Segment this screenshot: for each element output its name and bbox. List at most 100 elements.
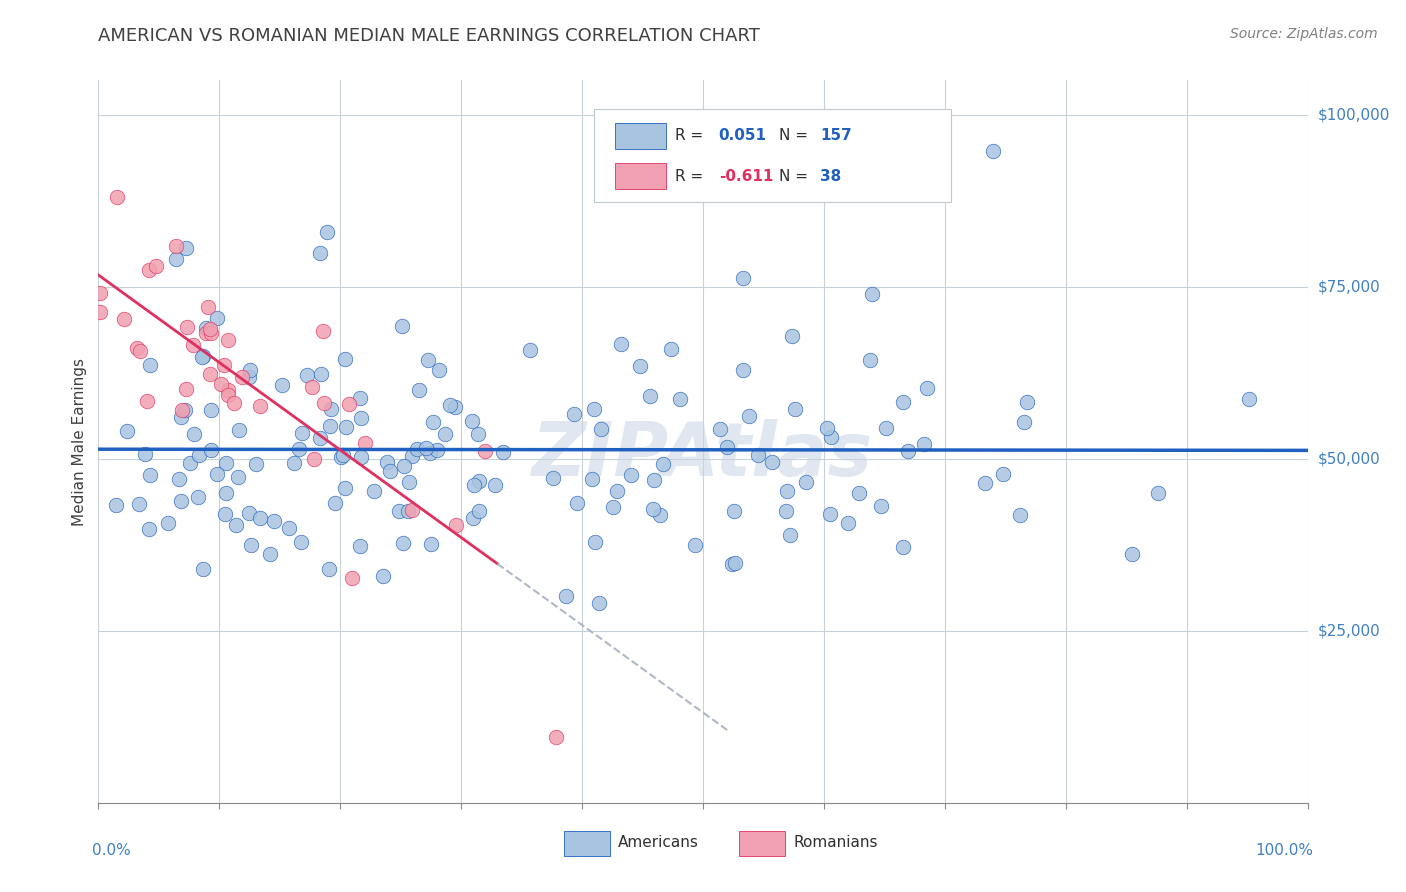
Text: N =: N = [779,169,813,184]
Point [541,471,564,485]
Point [738,409,761,423]
Point [214,358,236,372]
Point [200,326,222,340]
Point [780,329,803,343]
Point [583,535,606,549]
Point [468,504,491,518]
Point [139,468,162,483]
Point [249,510,271,524]
Point [145,260,167,274]
Point [468,474,491,488]
Point [353,436,375,450]
Point [270,377,292,392]
Point [891,541,914,555]
Point [309,431,332,445]
Point [815,421,838,435]
Point [974,475,997,490]
Point [401,502,423,516]
Point [643,473,665,487]
FancyBboxPatch shape [614,163,665,189]
Point [332,448,354,462]
Point [333,352,356,367]
Point [238,506,260,520]
Point [115,424,138,438]
Point [191,349,214,363]
Y-axis label: Median Male Earnings: Median Male Earnings [72,358,87,525]
Point [138,358,160,372]
Point [179,456,201,470]
Point [406,442,429,456]
Text: 157: 157 [820,128,852,144]
Point [484,477,506,491]
Point [1008,508,1031,522]
Point [912,436,935,450]
Point [170,403,193,417]
Point [463,511,485,525]
Point [1121,547,1143,561]
Point [860,286,883,301]
Point [195,326,218,340]
Point [330,450,353,464]
Point [290,534,312,549]
Point [373,568,395,582]
Point [628,359,651,373]
Point [467,427,489,442]
Point [323,496,346,510]
Point [401,449,423,463]
Point [794,475,817,490]
Point [783,401,806,416]
Point [295,368,318,382]
Point [89,305,111,319]
Point [174,382,197,396]
Point [640,389,662,403]
Point [779,527,801,541]
Point [217,333,239,347]
Point [205,467,228,482]
Point [217,383,239,397]
Point [176,319,198,334]
Point [492,444,515,458]
Point [474,444,496,458]
Point [641,501,664,516]
Point [869,499,891,513]
Text: Romanians: Romanians [793,835,879,850]
Text: R =: R = [675,169,709,184]
Point [89,285,111,300]
Point [263,514,285,528]
Point [398,475,420,489]
Point [191,562,214,576]
Point [217,388,239,402]
Point [214,507,236,521]
Point [444,400,467,414]
Point [312,395,335,409]
Text: ZIPAtlas: ZIPAtlas [533,419,873,492]
Point [174,242,197,256]
Text: 38: 38 [820,169,842,184]
Point [128,344,150,359]
Point [105,190,128,204]
Point [848,486,870,500]
Point [581,472,603,486]
Point [419,446,441,460]
Point [128,497,150,511]
Point [349,539,371,553]
Point [388,504,411,518]
Point [200,403,222,417]
Point [187,448,209,462]
Text: R =: R = [675,128,709,144]
Point [165,252,187,266]
Point [114,312,136,326]
Point [1015,394,1038,409]
Point [415,442,437,456]
Point [439,398,461,412]
Point [170,410,193,425]
Text: AMERICAN VS ROMANIAN MEDIAN MALE EARNINGS CORRELATION CHART: AMERICAN VS ROMANIAN MEDIAN MALE EARNING… [98,27,761,45]
Point [610,337,633,351]
Point [249,400,271,414]
Point [416,353,439,368]
Point [396,504,419,518]
Point [915,381,938,395]
Point [820,430,842,444]
Point [228,423,250,437]
Point [837,516,859,530]
